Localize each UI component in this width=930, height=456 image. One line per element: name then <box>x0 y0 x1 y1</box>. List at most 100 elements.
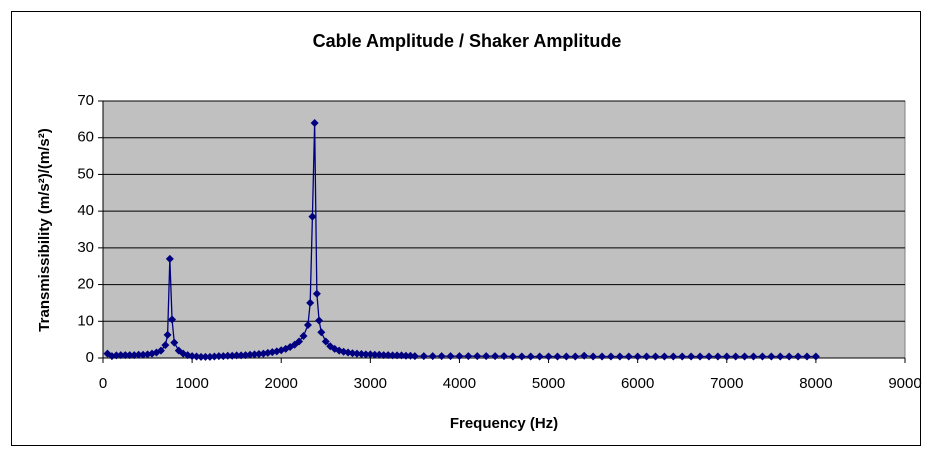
marker <box>168 315 177 324</box>
marker <box>794 352 803 361</box>
marker <box>219 352 228 361</box>
marker <box>406 351 415 360</box>
marker <box>473 352 482 361</box>
marker <box>384 351 393 360</box>
y-tick-label: 0 <box>86 349 94 366</box>
marker <box>228 351 237 360</box>
marker <box>571 352 580 361</box>
x-tick-label: 7000 <box>710 375 743 392</box>
marker <box>437 352 446 361</box>
x-tick-label: 1000 <box>175 375 208 392</box>
marker <box>517 352 526 361</box>
marker <box>254 349 263 358</box>
x-tick-label: 2000 <box>265 375 298 392</box>
marker <box>388 351 397 360</box>
y-tick-label: 20 <box>77 276 94 293</box>
x-axis-label: Frequency (Hz) <box>450 415 558 432</box>
marker <box>223 351 232 360</box>
marker <box>811 352 820 361</box>
marker <box>295 337 304 346</box>
marker <box>310 119 319 128</box>
marker <box>749 352 758 361</box>
plot-area <box>102 100 906 359</box>
x-tick-label: 8000 <box>799 375 832 392</box>
marker <box>660 352 669 361</box>
x-tick-label: 3000 <box>354 375 387 392</box>
marker <box>704 352 713 361</box>
marker <box>651 352 660 361</box>
y-axis-label: Transmissibility (m/s²)/(m/s²) <box>36 128 53 331</box>
marker <box>192 352 201 361</box>
marker <box>315 316 324 325</box>
marker <box>321 337 330 346</box>
marker <box>696 352 705 361</box>
marker <box>312 289 321 298</box>
marker <box>580 351 589 360</box>
x-tick-label: 5000 <box>532 375 565 392</box>
marker <box>232 351 241 360</box>
x-tick-label: 9000 <box>888 375 921 392</box>
marker <box>544 352 553 361</box>
marker <box>410 352 419 361</box>
marker <box>508 352 517 361</box>
marker <box>201 352 210 361</box>
marker <box>669 352 678 361</box>
marker <box>237 351 246 360</box>
x-tick-label: 4000 <box>443 375 476 392</box>
marker <box>562 352 571 361</box>
marker <box>740 352 749 361</box>
marker <box>348 349 357 358</box>
marker <box>156 346 165 355</box>
marker <box>303 320 312 329</box>
marker <box>375 350 384 359</box>
y-tick-label: 40 <box>77 202 94 219</box>
marker <box>393 351 402 360</box>
y-tick-label: 70 <box>77 92 94 109</box>
marker <box>370 350 379 359</box>
marker <box>379 351 388 360</box>
marker <box>491 352 500 361</box>
marker <box>785 352 794 361</box>
marker <box>357 349 366 358</box>
y-tick-label: 50 <box>77 165 94 182</box>
marker <box>397 351 406 360</box>
marker <box>317 328 326 337</box>
marker <box>361 350 370 359</box>
marker <box>352 349 361 358</box>
marker <box>116 351 125 360</box>
marker <box>598 352 607 361</box>
marker <box>250 350 259 359</box>
chart-title: Cable Amplitude / Shaker Amplitude <box>313 31 622 51</box>
marker <box>170 338 179 347</box>
marker <box>776 352 785 361</box>
marker <box>615 352 624 361</box>
marker <box>188 352 197 361</box>
marker <box>214 352 223 361</box>
marker <box>535 352 544 361</box>
marker <box>401 351 410 360</box>
marker <box>134 350 143 359</box>
marker <box>482 352 491 361</box>
marker <box>125 351 134 360</box>
marker <box>308 212 317 221</box>
marker <box>446 352 455 361</box>
marker <box>642 352 651 361</box>
marker <box>161 341 170 350</box>
marker <box>306 298 315 307</box>
y-tick-label: 10 <box>77 312 94 329</box>
marker <box>130 351 139 360</box>
marker <box>197 352 206 361</box>
marker <box>246 350 255 359</box>
marker <box>455 352 464 361</box>
marker <box>366 350 375 359</box>
marker <box>722 352 731 361</box>
marker <box>767 352 776 361</box>
marker <box>624 352 633 361</box>
marker <box>210 352 219 361</box>
marker <box>758 352 767 361</box>
marker <box>121 351 130 360</box>
marker <box>633 352 642 361</box>
marker <box>464 352 473 361</box>
marker <box>419 352 428 361</box>
marker <box>139 350 148 359</box>
